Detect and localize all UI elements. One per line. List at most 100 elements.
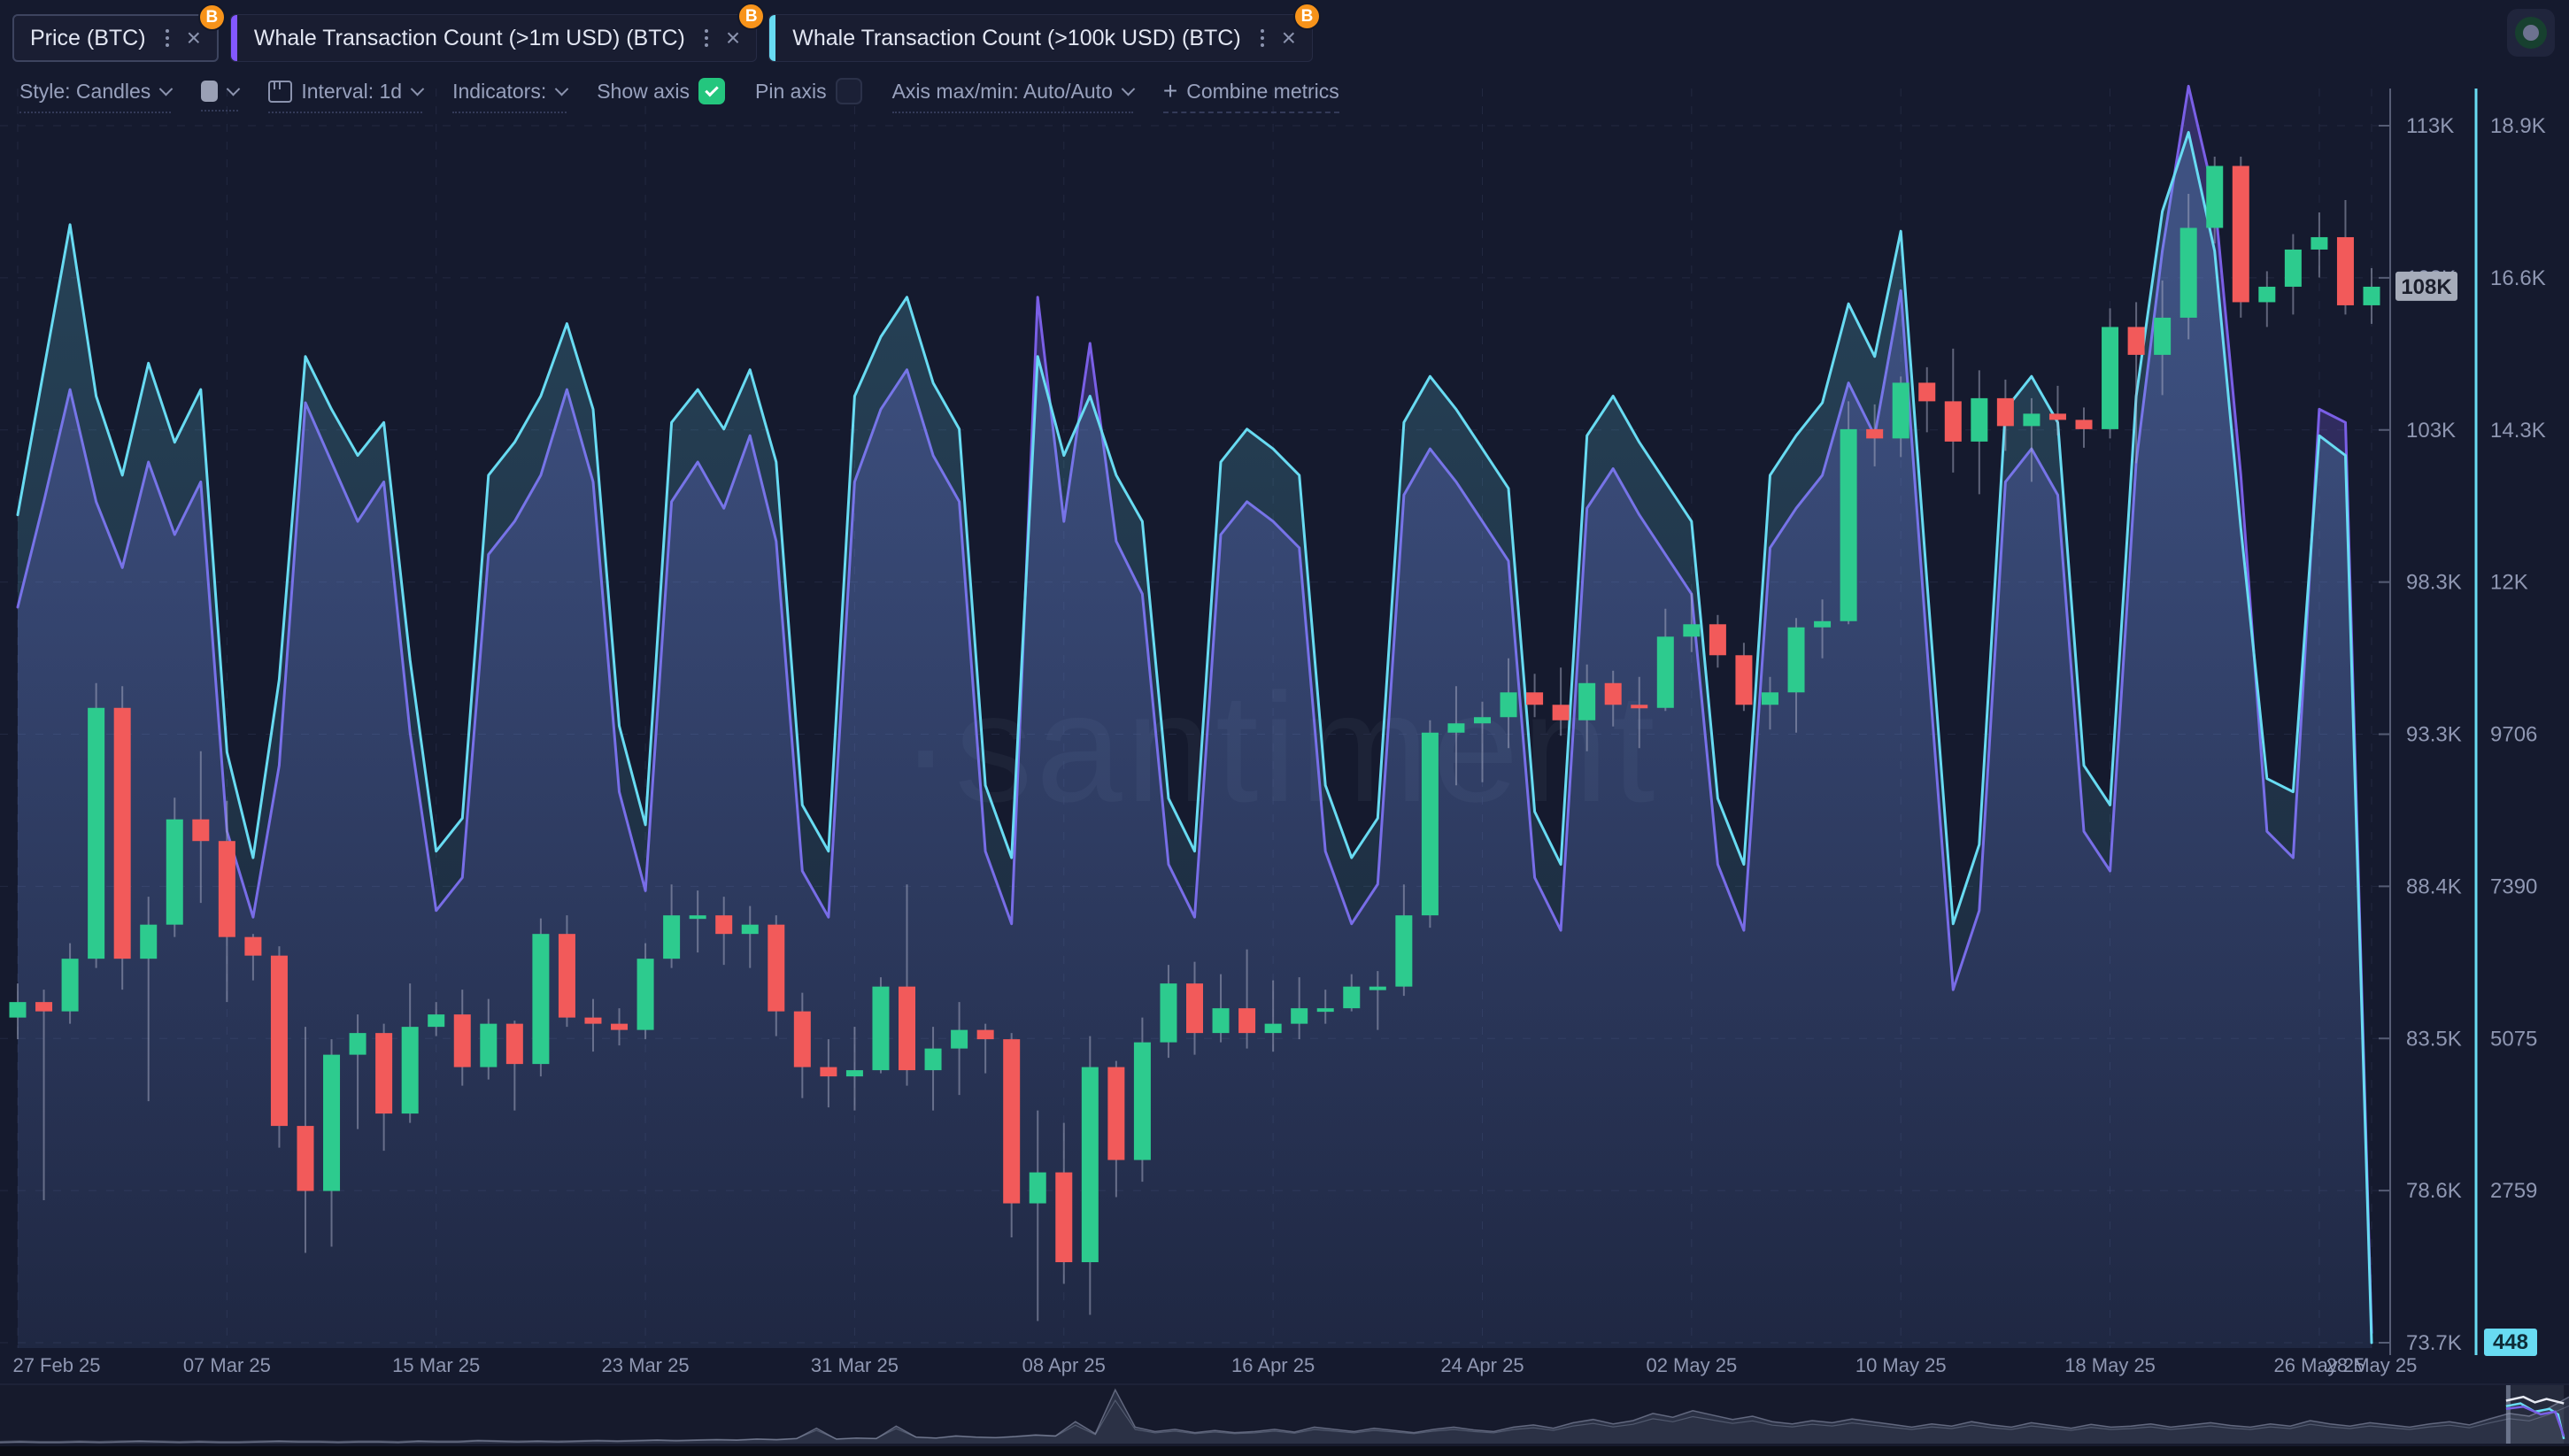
show-axis-checkbox[interactable] [698, 78, 726, 104]
candle-up [1656, 636, 1674, 708]
tab-whale-1m[interactable]: Whale Transaction Count (>1m USD) (BTC) … [229, 3, 766, 62]
price-axis: 113K 108K 103K 98.3K 93.3K 88.4K 83.5K 78.6K 73.… [2379, 89, 2462, 1355]
color-swatch-selector[interactable] [201, 81, 241, 112]
style-selector[interactable]: Style: Candles [19, 80, 174, 113]
chevron-down-icon [159, 81, 174, 96]
candle-down [715, 915, 733, 935]
date-tick-label: 27 Feb 25 [12, 1354, 100, 1376]
candle-up [2284, 249, 2302, 287]
price-axis-tick-label: 78.6K [2406, 1179, 2462, 1203]
candle-up [1395, 915, 1413, 987]
pin-axis-checkbox[interactable] [835, 78, 862, 104]
status-dot-icon [2523, 25, 2539, 41]
candle-up [1291, 1008, 1308, 1024]
btc-asset-badge-icon: B [197, 4, 226, 31]
kebab-menu-icon[interactable] [1255, 26, 1269, 50]
price-axis-tick-label: 73.7K [2406, 1331, 2462, 1355]
selection-cyan-miniline [2505, 1402, 2565, 1440]
price-axis-tick-label: 93.3K [2406, 723, 2462, 747]
indicators-selector[interactable]: Indicators: [452, 80, 569, 113]
candle-down [1526, 692, 1544, 705]
date-tick-label: 23 Mar 25 [602, 1354, 690, 1376]
candle-up [1840, 428, 1857, 621]
candle-up [532, 934, 550, 1065]
tab-accent-bar [769, 15, 776, 61]
bottom-strip [0, 1446, 2569, 1456]
candle-up [349, 1033, 366, 1055]
tab-price-btc[interactable]: Price (BTC) × B [12, 4, 226, 62]
candle-up [1133, 1042, 1151, 1160]
date-tick-label: 10 May 25 [1855, 1354, 1947, 1376]
candle-up [1761, 692, 1778, 705]
candle-up [1081, 1067, 1099, 1263]
pin-axis-toggle[interactable]: Pin axis [755, 78, 862, 114]
candle-up [1447, 723, 1465, 733]
tab-whale-100k[interactable]: Whale Transaction Count (>100k USD) (BTC… [768, 3, 1322, 62]
candle-down [297, 1126, 314, 1191]
candle-up [323, 1054, 341, 1191]
close-icon[interactable]: × [1281, 24, 1297, 51]
selection-box[interactable] [2505, 1385, 2565, 1444]
candle-down [1631, 705, 1648, 709]
whale-axis-tick-label: 7390 [2490, 874, 2537, 898]
candle-down [793, 1011, 811, 1067]
combine-metrics-label: Combine metrics [1186, 79, 1339, 103]
date-tick-label: 26 May 25 [2274, 1354, 2365, 1376]
candle-down [505, 1023, 523, 1065]
candle-down [113, 707, 131, 959]
candle-down [976, 1029, 994, 1040]
candle-up [2179, 227, 2197, 318]
status-ring-icon [2515, 17, 2547, 49]
main-chart-canvas[interactable]: ·santiment113K108K103K98.3K93.3K88.4K83.… [0, 0, 2569, 1383]
date-tick-label: 15 Mar 25 [392, 1354, 480, 1376]
selection-purple-miniline [2505, 1406, 2565, 1437]
candle-up [924, 1048, 942, 1071]
interval-label: Interval: 1d [301, 79, 403, 103]
candle-up [1787, 627, 1805, 693]
whale-100k-area-series [16, 131, 2373, 1348]
status-indicator-button[interactable] [2507, 9, 2555, 57]
candle-up [1316, 1008, 1334, 1013]
navigator-background [0, 1383, 2569, 1446]
whale-100k-area-series-line [16, 131, 2373, 1344]
axis-maxmin-label: Axis max/min: Auto/Auto [891, 79, 1113, 103]
date-tick-label: 08 Apr 25 [1022, 1354, 1106, 1376]
candle-up [689, 915, 706, 920]
btc-asset-badge-icon: B [1293, 3, 1322, 30]
interval-selector[interactable]: Interval: 1d [268, 79, 425, 113]
navigator-selection-window[interactable] [2505, 1385, 2565, 1444]
chevron-down-icon [1121, 81, 1136, 96]
tab-accent-bar [230, 15, 237, 61]
candle-up [2102, 327, 2119, 429]
date-axis: 27 Feb 25 07 Mar 25 15 Mar 25 23 Mar 25 31 M… [12, 1354, 2417, 1376]
candle-down [244, 936, 262, 956]
whale-axis-tick-label: 5075 [2490, 1027, 2537, 1051]
close-icon[interactable]: × [725, 24, 741, 51]
candle-up [401, 1027, 419, 1114]
timeline-navigator[interactable] [0, 1383, 2569, 1446]
check-icon [705, 82, 719, 97]
kebab-menu-icon[interactable] [699, 26, 714, 50]
close-icon[interactable]: × [186, 24, 201, 51]
axis-maxmin-selector[interactable]: Axis max/min: Auto/Auto [891, 79, 1136, 113]
show-axis-toggle[interactable]: Show axis [597, 78, 726, 114]
candle-up [1578, 682, 1596, 720]
candle-up [88, 707, 105, 959]
chevron-down-icon [554, 81, 569, 96]
interval-icon [268, 80, 293, 103]
candle-down [2336, 236, 2354, 305]
candle-down [1604, 682, 1622, 705]
date-tick-label: 18 May 25 [2064, 1354, 2156, 1376]
selection-left-handle[interactable] [2505, 1385, 2511, 1444]
candle-up [61, 959, 79, 1012]
combine-metrics-button[interactable]: + Combine metrics [1162, 79, 1339, 113]
whale-axis-tick-label: 2759 [2490, 1179, 2537, 1203]
candle-up [845, 1070, 863, 1077]
candle-down [1996, 397, 2014, 427]
last-whale-badge: 448 [2484, 1329, 2537, 1356]
candle-down [218, 841, 235, 937]
candle-down [1866, 428, 1884, 439]
kebab-menu-icon[interactable] [160, 26, 174, 50]
candle-up [2258, 286, 2276, 303]
candle-down [1003, 1039, 1021, 1204]
